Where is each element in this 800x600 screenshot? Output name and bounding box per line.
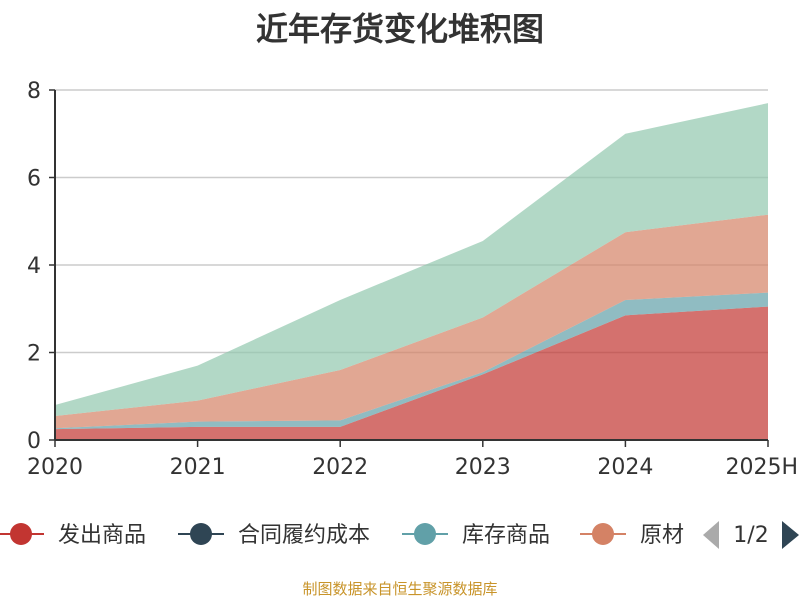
y-tick-label: 0 bbox=[27, 429, 41, 454]
y-tick-label: 2 bbox=[27, 342, 41, 367]
x-tick-label: 2021 bbox=[170, 455, 226, 480]
legend-label: 发出商品 bbox=[58, 523, 146, 548]
stacked-areas bbox=[55, 103, 768, 440]
legend-label: 原材 bbox=[640, 523, 684, 548]
legend-item[interactable]: 原材 bbox=[580, 523, 684, 548]
area-series-3 bbox=[55, 214, 768, 429]
axes: 0 2 4 6 8 2020 2021 2022 2023 2024 2025H bbox=[27, 79, 798, 480]
area-series-2 bbox=[55, 292, 768, 430]
y-tick-label: 6 bbox=[27, 167, 41, 192]
legend-items: 发出商品 合同履约成本 库存商品 原材 bbox=[0, 523, 684, 548]
x-tick-label: 2022 bbox=[312, 455, 368, 480]
area-series-0 bbox=[55, 306, 768, 440]
legend-page-indicator: 1/2 bbox=[733, 523, 768, 548]
legend-marker bbox=[10, 523, 32, 545]
area-series-4 bbox=[55, 103, 768, 416]
x-tick-label: 2023 bbox=[455, 455, 511, 480]
x-tick-label: 2025H bbox=[725, 455, 798, 480]
source-note: 制图数据来自恒生聚源数据库 bbox=[302, 580, 498, 598]
x-tick-label: 2020 bbox=[27, 455, 83, 480]
legend-item[interactable]: 合同履约成本 bbox=[178, 523, 370, 548]
legend-item[interactable]: 发出商品 bbox=[0, 523, 146, 548]
legend-marker bbox=[190, 523, 212, 545]
legend-marker bbox=[414, 523, 436, 545]
legend-prev-icon[interactable] bbox=[703, 521, 719, 549]
y-tick-label: 4 bbox=[27, 254, 41, 279]
chart-title: 近年存货变化堆积图 bbox=[255, 10, 544, 48]
legend-next-icon[interactable] bbox=[782, 521, 799, 549]
legend-item[interactable]: 库存商品 bbox=[402, 523, 550, 548]
legend-marker bbox=[592, 523, 614, 545]
x-tick-label: 2024 bbox=[597, 455, 653, 480]
legend-label: 库存商品 bbox=[462, 523, 550, 548]
legend-label: 合同履约成本 bbox=[238, 523, 370, 548]
y-tick-label: 8 bbox=[27, 79, 41, 104]
legend: 发出商品 合同履约成本 库存商品 原材 1/2 bbox=[0, 521, 799, 549]
